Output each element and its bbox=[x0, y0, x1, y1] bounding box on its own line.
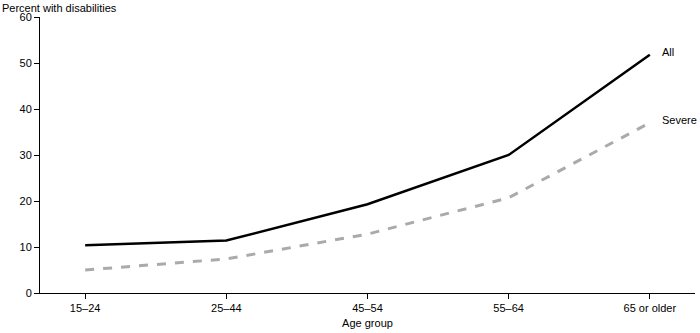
svg-text:0: 0 bbox=[26, 287, 32, 299]
svg-text:40: 40 bbox=[20, 103, 32, 115]
svg-text:45–54: 45–54 bbox=[352, 302, 383, 314]
svg-text:50: 50 bbox=[20, 57, 32, 69]
svg-text:65 or older: 65 or older bbox=[624, 302, 677, 314]
svg-text:Severe: Severe bbox=[662, 114, 697, 126]
svg-text:15–24: 15–24 bbox=[70, 302, 101, 314]
svg-text:55–64: 55–64 bbox=[493, 302, 524, 314]
svg-text:Age group: Age group bbox=[342, 317, 393, 329]
svg-text:20: 20 bbox=[20, 195, 32, 207]
svg-text:30: 30 bbox=[20, 149, 32, 161]
svg-text:Percent with disabilities: Percent with disabilities bbox=[2, 2, 117, 14]
svg-text:25–44: 25–44 bbox=[211, 302, 242, 314]
svg-text:All: All bbox=[662, 46, 674, 58]
svg-text:10: 10 bbox=[20, 241, 32, 253]
svg-text:60: 60 bbox=[20, 11, 32, 23]
